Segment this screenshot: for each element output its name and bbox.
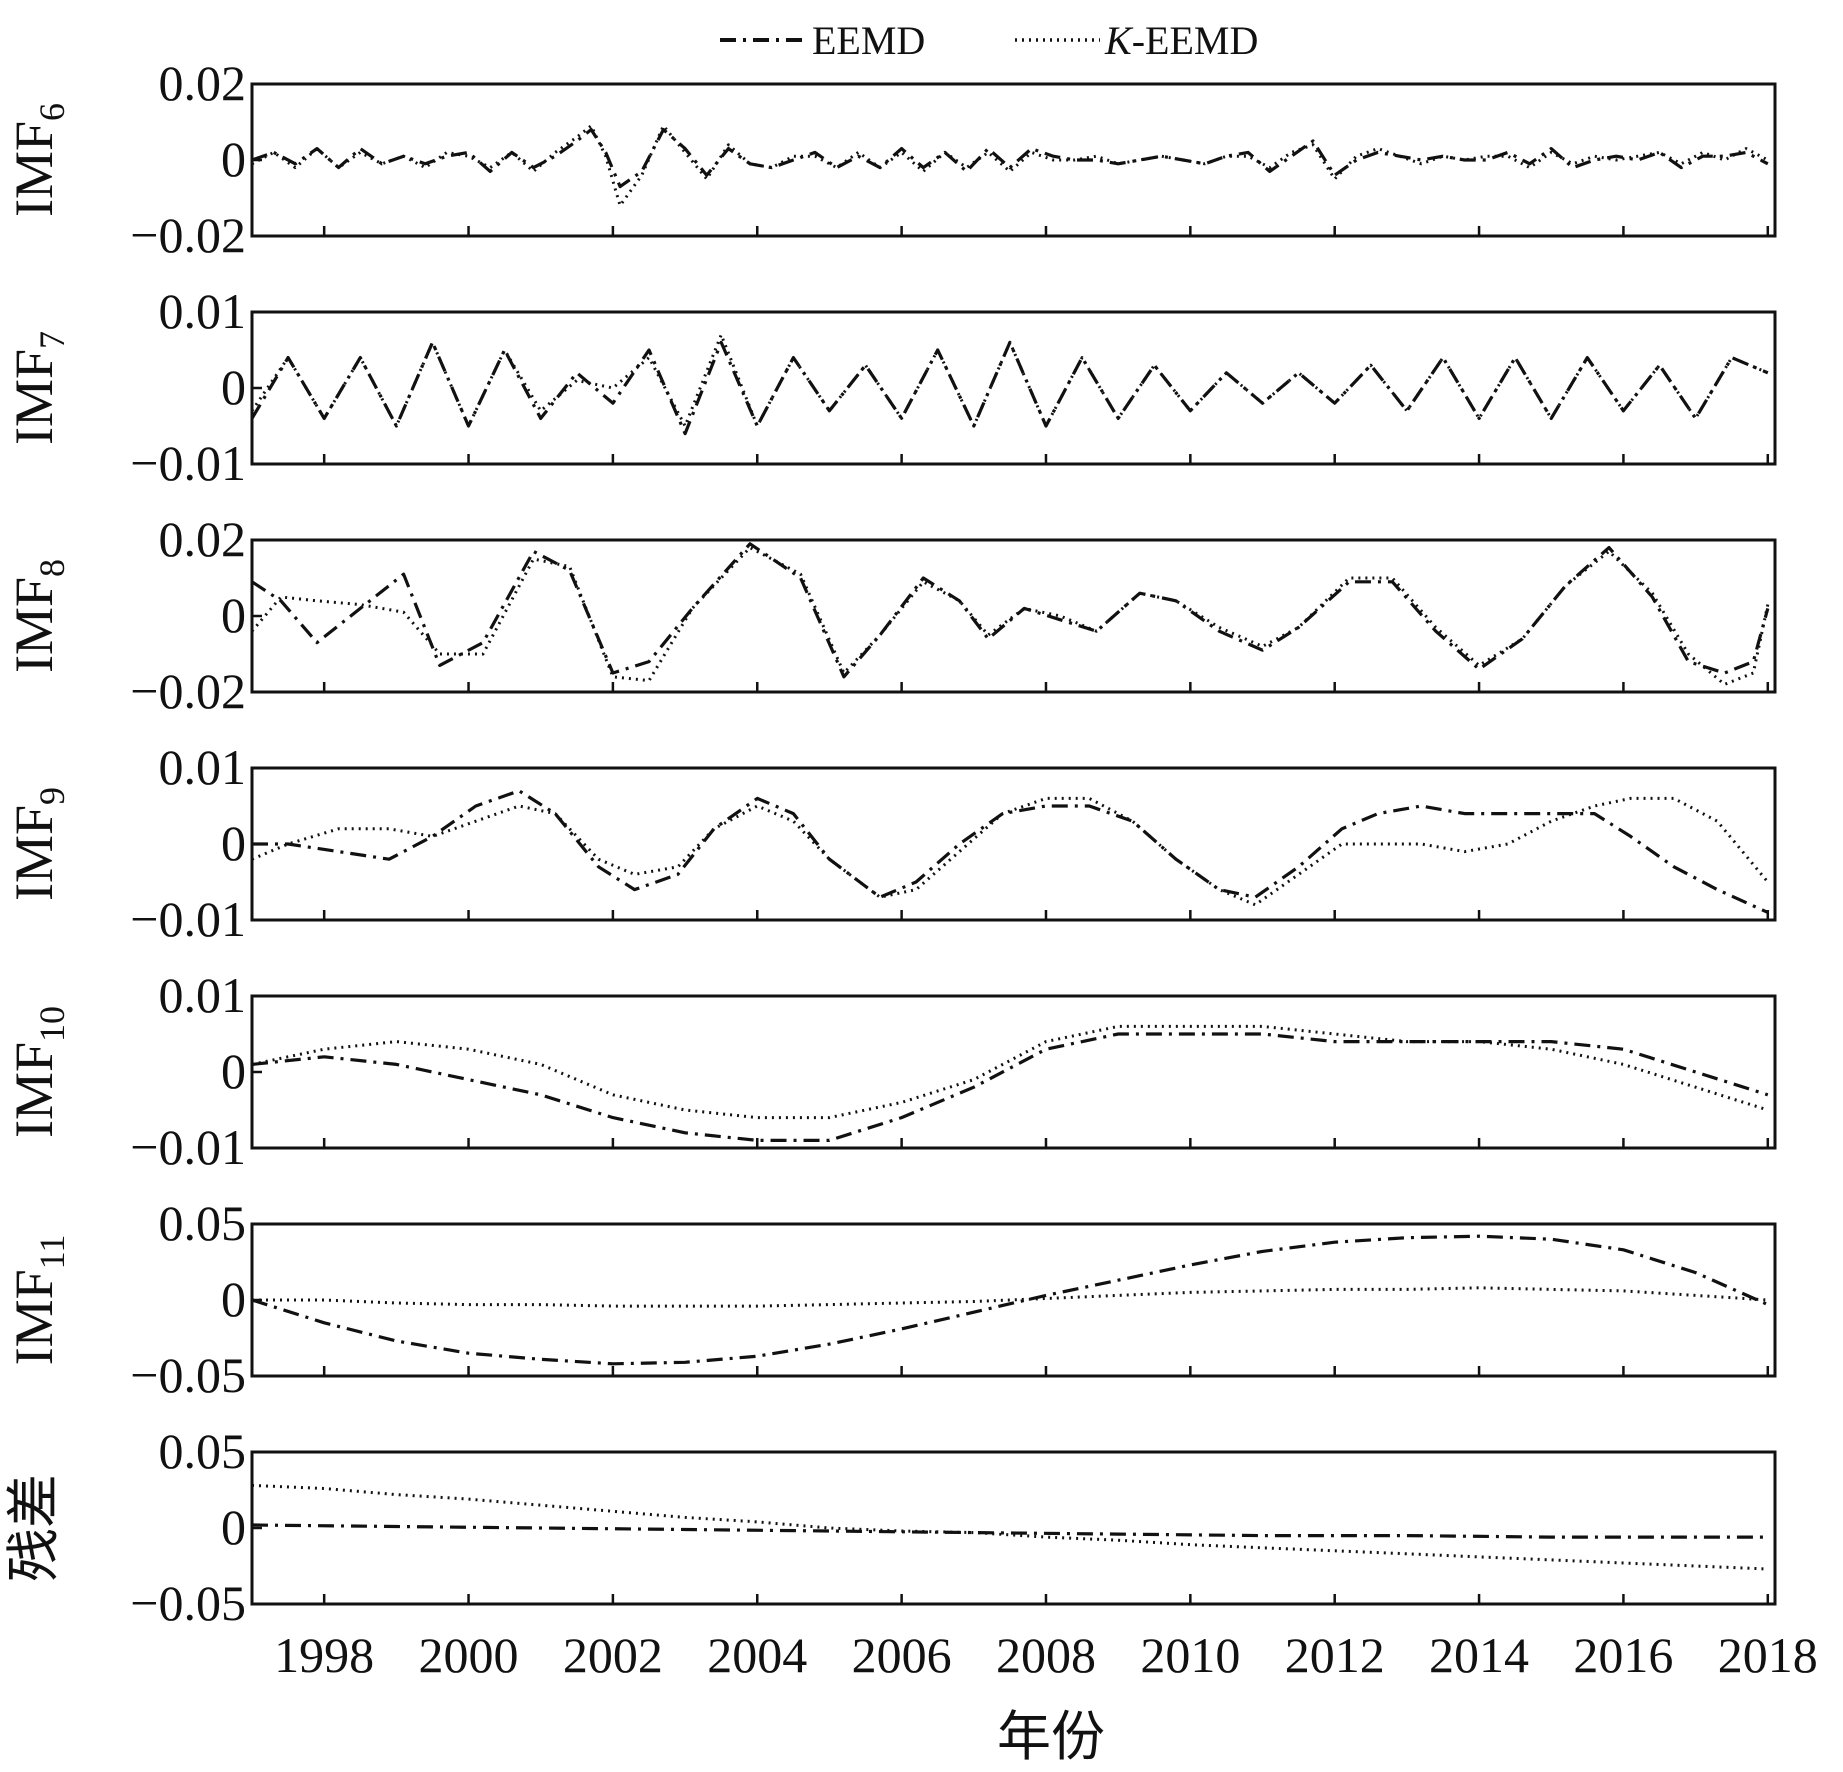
x-tick-label: 2016 (1573, 1627, 1673, 1683)
y-tick-label: 0 (221, 587, 246, 643)
panel-frame (250, 1450, 1777, 1606)
panel-7: 0.05 0 −0.05 残差 (4, 1423, 1777, 1631)
panel-frame (250, 310, 1777, 466)
legend-keemd-label: K-EEMD (1104, 18, 1258, 63)
series-eemd-line (252, 789, 1769, 914)
panel-2: 0.01 0 −0.01 IMF7 (4, 283, 1777, 491)
panel-frame (250, 538, 1777, 694)
y-tick-label: 0.05 (159, 1195, 247, 1251)
panel-label: IMF9 (4, 787, 72, 901)
y-tick-label: 0 (221, 1043, 246, 1099)
x-axis-label: 年份 (997, 1705, 1105, 1768)
x-tick-label: 2002 (563, 1627, 663, 1683)
series-eemd-line (252, 542, 1770, 679)
y-tick-label: −0.05 (130, 1347, 246, 1403)
x-axis: 1998 2000 2002 2004 2006 2008 2010 2012 2014 2016… (274, 1627, 1818, 1683)
series-k-eemd-line (252, 124, 1769, 208)
series-k-eemd-line (252, 1286, 1768, 1308)
legend-eemd-label: EEMD (812, 18, 925, 63)
series-k-eemd-line (252, 546, 1770, 686)
series-k-eemd-line (252, 1483, 1768, 1571)
y-tick-label: −0.01 (130, 435, 246, 491)
series-k-eemd-line (252, 796, 1769, 907)
series-eemd-line (252, 1523, 1768, 1539)
y-tick-label: 0.01 (159, 283, 247, 339)
panel-6: 0.05 0 −0.05 IMF11 (4, 1195, 1777, 1403)
y-tick-label: 0 (221, 1271, 246, 1327)
y-tick-label: −0.01 (130, 1119, 246, 1175)
panel-frame (250, 994, 1777, 1150)
y-tick-label: 0.02 (159, 55, 247, 111)
x-tick-label: 2018 (1718, 1627, 1818, 1683)
y-tick-label: 0.01 (159, 739, 247, 795)
y-tick-label: 0 (221, 815, 246, 871)
panel-frame (250, 82, 1777, 238)
panel-frame (250, 766, 1777, 922)
x-tick-label: 2010 (1140, 1627, 1240, 1683)
x-tick-label: 2014 (1429, 1627, 1529, 1683)
panel-5: 0.01 0 −0.01 IMF10 (4, 967, 1777, 1175)
y-tick-label: 0.02 (159, 511, 247, 567)
x-tick-label: 2004 (707, 1627, 807, 1683)
panel-label: IMF8 (4, 559, 72, 673)
y-tick-label: −0.01 (130, 891, 246, 947)
series-k-eemd-line (252, 1024, 1769, 1120)
x-tick-label: 2008 (996, 1627, 1096, 1683)
y-tick-label: 0.01 (159, 967, 247, 1023)
panel-1: 0.02 0 −0.02 IMF6 (4, 55, 1777, 263)
panels: 0.02 0 −0.02 IMF6 0.01 0 −0.01 IMF7 0.02 0 −0.02 IM… (4, 55, 1777, 1631)
panel-label: IMF10 (4, 1006, 72, 1138)
x-tick-label: 2012 (1285, 1627, 1385, 1683)
y-tick-label: 0 (221, 131, 246, 187)
x-tick-label: 1998 (274, 1627, 374, 1683)
y-tick-label: 0.05 (159, 1423, 247, 1479)
series-k-eemd-line (252, 333, 1769, 428)
y-tick-label: −0.05 (130, 1575, 246, 1631)
panel-label: IMF11 (4, 1235, 72, 1366)
series-eemd-line (252, 340, 1769, 436)
panel-4: 0.01 0 −0.01 IMF9 (4, 739, 1777, 947)
series-eemd-line (252, 1032, 1769, 1142)
panel-3: 0.02 0 −0.02 IMF8 (4, 511, 1777, 719)
legend: EEMD K-EEMD (720, 18, 1258, 63)
panel-label: IMF6 (4, 103, 72, 217)
series-eemd-line (252, 1234, 1769, 1366)
x-tick-label: 2006 (852, 1627, 952, 1683)
x-tick-label: 2000 (419, 1627, 519, 1683)
y-tick-label: −0.02 (130, 663, 246, 719)
y-tick-label: 0 (221, 1499, 246, 1555)
series-eemd-line (252, 128, 1769, 189)
y-tick-label: 0 (221, 359, 246, 415)
panel-label: IMF7 (4, 331, 72, 445)
y-tick-label: −0.02 (130, 207, 246, 263)
panel-label: 残差 (4, 1474, 64, 1582)
